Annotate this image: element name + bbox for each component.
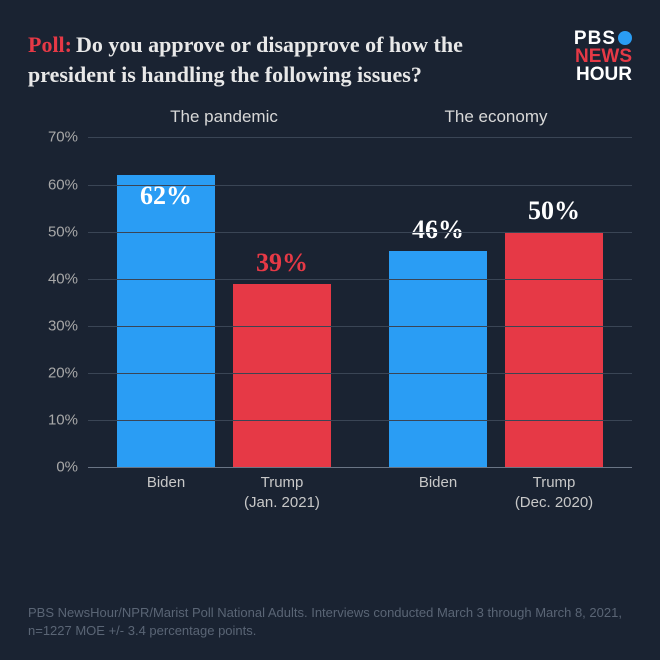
y-axis-label: 20% xyxy=(28,365,78,382)
title-block: Poll: Do you approve or disapprove of ho… xyxy=(28,30,574,89)
y-axis-label: 70% xyxy=(28,129,78,146)
y-axis-label: 10% xyxy=(28,412,78,429)
gridline xyxy=(88,373,632,374)
gridline xyxy=(88,467,632,468)
gridline xyxy=(88,279,632,280)
y-axis-label: 40% xyxy=(28,270,78,287)
gridline xyxy=(88,420,632,421)
gridline xyxy=(88,326,632,327)
header: Poll: Do you approve or disapprove of ho… xyxy=(28,30,632,89)
y-axis-label: 30% xyxy=(28,317,78,334)
footnote: PBS NewsHour/NPR/Marist Poll National Ad… xyxy=(28,604,632,640)
x-axis-label: Trump(Dec. 2020) xyxy=(505,473,603,512)
bar-value-label: 62% xyxy=(117,181,215,211)
y-axis-label: 0% xyxy=(28,459,78,476)
xlabel-group: Biden Trump(Jan. 2021) xyxy=(88,473,360,512)
gridline xyxy=(88,232,632,233)
group-title: The pandemic xyxy=(88,107,360,131)
bar: 39% xyxy=(233,284,331,468)
bar-group: 62% 39% xyxy=(88,137,360,467)
chart-bars: 62%39%46%50% xyxy=(88,137,632,467)
logo-dot-icon xyxy=(618,31,632,45)
chart-xlabels: Biden Trump(Jan. 2021) Biden Trump(Dec. 202… xyxy=(88,473,632,512)
pbs-logo: PBS NEWS HOUR xyxy=(574,30,632,84)
bar-group: 46%50% xyxy=(360,137,632,467)
chart: The pandemicThe economy 62%39%46%50% Bid… xyxy=(28,107,632,537)
poll-question: Do you approve or disapprove of how the … xyxy=(28,32,463,87)
logo-line-3: HOUR xyxy=(574,66,632,84)
x-axis-label: Trump(Jan. 2021) xyxy=(233,473,331,512)
bar-value-label: 46% xyxy=(389,215,487,245)
x-axis-label: Biden xyxy=(117,473,215,512)
x-axis-label: Biden xyxy=(389,473,487,512)
gridline xyxy=(88,185,632,186)
y-axis-label: 60% xyxy=(28,176,78,193)
chart-plot-area: 62%39%46%50% xyxy=(88,137,632,467)
gridline xyxy=(88,137,632,138)
poll-label: Poll: xyxy=(28,32,72,57)
y-axis-label: 50% xyxy=(28,223,78,240)
bar-value-label: 39% xyxy=(233,248,331,278)
chart-subtitles: The pandemicThe economy xyxy=(88,107,632,131)
group-title: The economy xyxy=(360,107,632,131)
xlabel-group: Biden Trump(Dec. 2020) xyxy=(360,473,632,512)
bar-value-label: 50% xyxy=(505,196,603,226)
bar: 46% xyxy=(389,251,487,468)
bar: 50% xyxy=(505,232,603,468)
bar: 62% xyxy=(117,175,215,467)
